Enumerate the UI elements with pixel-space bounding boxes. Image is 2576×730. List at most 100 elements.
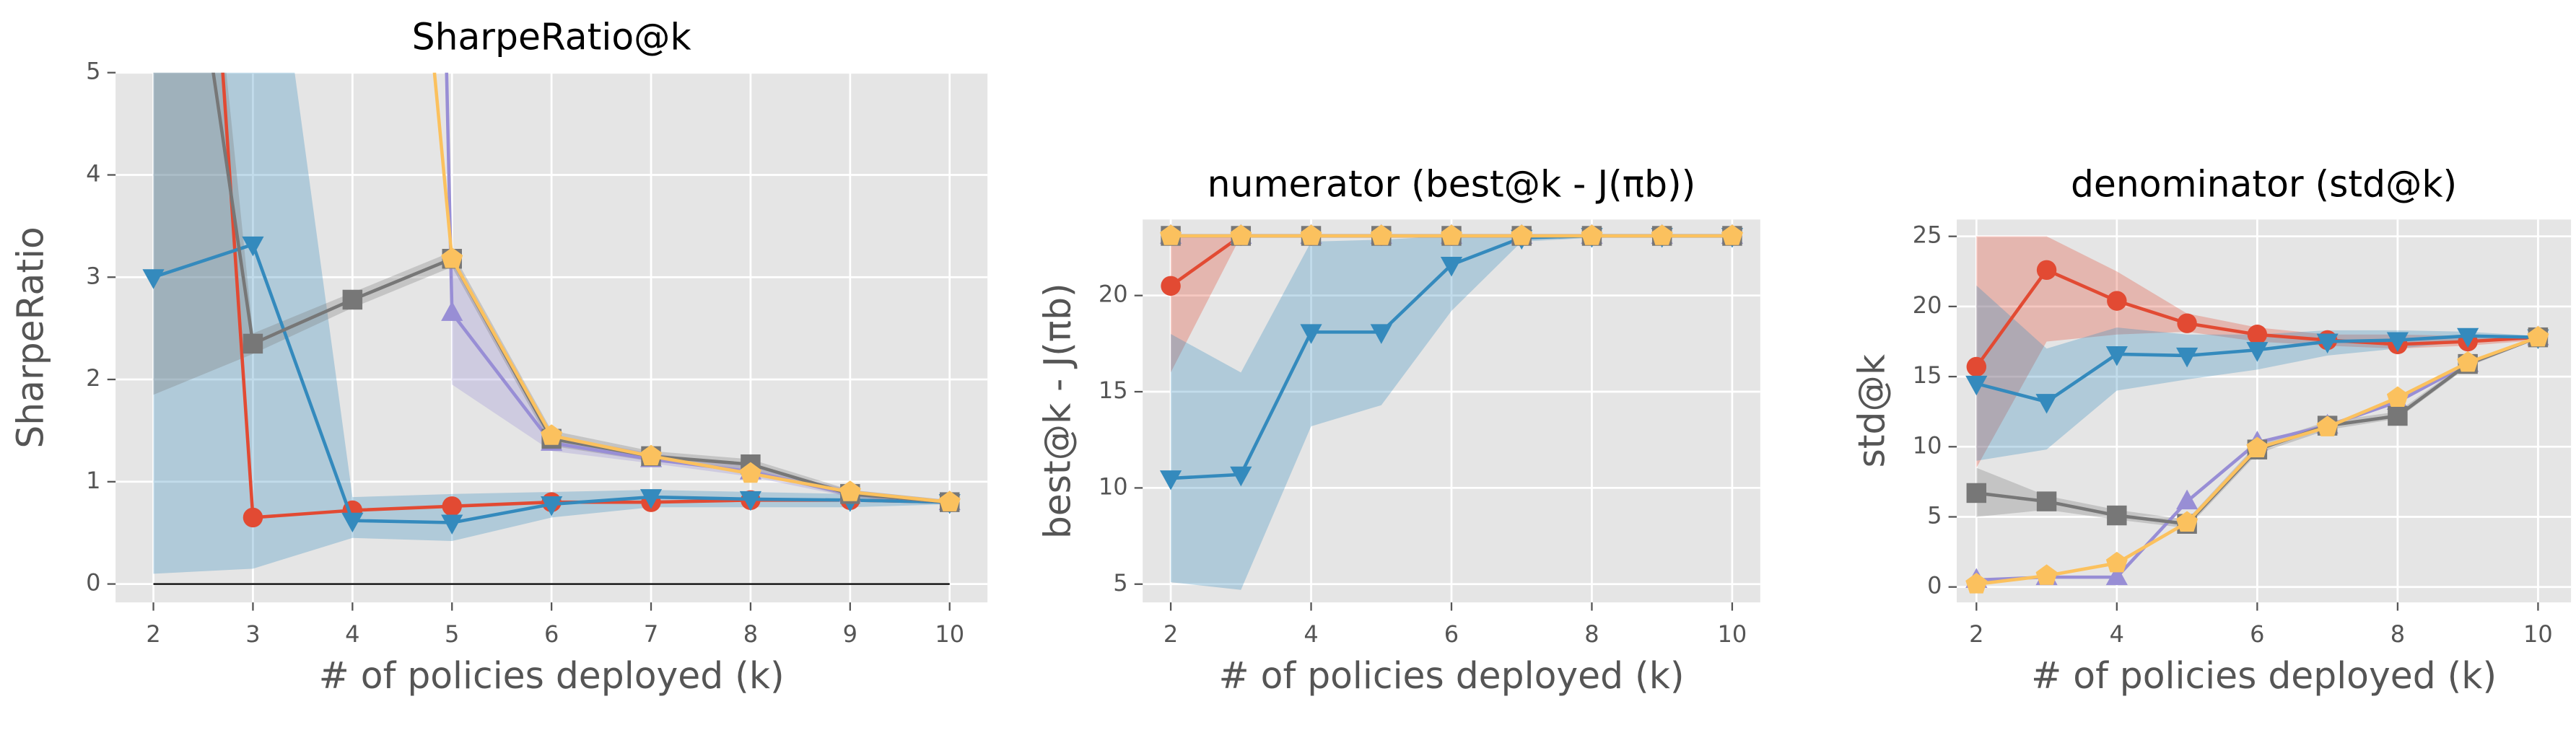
x-axis-label: # of policies deployed (k) <box>319 654 785 697</box>
x-tick-label: 9 <box>843 620 857 648</box>
marker <box>2246 342 2269 362</box>
marker <box>2246 436 2269 458</box>
y-tick-label: 15 <box>1913 361 1942 389</box>
marker <box>2388 405 2408 426</box>
marker <box>441 514 463 535</box>
x-tick-label: 5 <box>445 620 459 648</box>
y-tick-label: 0 <box>1927 572 1942 599</box>
marker <box>1300 224 1322 245</box>
plot-background <box>1957 219 2572 603</box>
marker <box>342 289 363 310</box>
x-tick-label: 8 <box>1584 620 1599 648</box>
y-tick-label: 10 <box>1099 472 1128 500</box>
marker <box>2105 551 2128 573</box>
x-tick-label: 7 <box>644 620 658 648</box>
marker <box>2035 564 2058 585</box>
x-tick-label: 2 <box>146 620 160 648</box>
x-tick-label: 8 <box>743 620 758 648</box>
marker <box>2386 332 2409 353</box>
marker <box>1721 224 1743 245</box>
marker <box>1160 224 1182 245</box>
marker <box>2035 394 2058 414</box>
y-tick-label: 3 <box>86 262 100 289</box>
marker <box>441 301 463 321</box>
y-tick-label: 5 <box>86 58 100 85</box>
error-band <box>1976 285 2538 461</box>
marker <box>2247 325 2268 345</box>
y-tick-label: 4 <box>86 159 100 187</box>
marker <box>2457 351 2479 372</box>
marker <box>1300 324 1322 344</box>
y-axis-label: SharpeRatio <box>9 227 51 449</box>
y-axis-label: best@k - J(πb) <box>1036 283 1079 539</box>
y-tick-label: 20 <box>1913 291 1942 319</box>
x-tick-label: 4 <box>1304 620 1318 648</box>
marker <box>2527 325 2549 347</box>
marker <box>2107 291 2127 311</box>
marker <box>1370 224 1392 245</box>
error-band <box>153 72 950 574</box>
y-tick-label: 5 <box>1113 569 1127 597</box>
x-tick-label: 4 <box>2110 620 2124 648</box>
y-axis-label: std@k <box>1850 354 1892 467</box>
y-tick-label: 1 <box>86 467 100 494</box>
marker <box>1161 276 1181 296</box>
marker <box>938 491 961 511</box>
error-band <box>1976 335 2538 529</box>
x-tick-label: 2 <box>1163 620 1178 648</box>
marker <box>2316 333 2339 353</box>
marker <box>2105 346 2128 366</box>
marker <box>739 491 762 511</box>
chart-title: denominator (std@k) <box>2071 162 2457 205</box>
x-tick-label: 10 <box>935 620 964 648</box>
plot-area <box>142 72 961 585</box>
marker <box>2175 347 2199 368</box>
y-tick-label: 20 <box>1099 281 1128 308</box>
y-tick-label: 15 <box>1099 377 1128 404</box>
marker <box>1966 483 1987 503</box>
marker <box>1965 375 1988 396</box>
marker <box>2457 327 2479 348</box>
plot-area <box>1965 236 2549 594</box>
marker <box>2176 511 2199 532</box>
y-tick-label: 2 <box>86 364 100 392</box>
marker <box>242 236 264 257</box>
marker <box>1370 324 1392 344</box>
marker <box>739 462 761 483</box>
chart-title: numerator (best@k - J(πb)) <box>1208 162 1696 205</box>
y-tick-label: 10 <box>1913 431 1942 459</box>
marker <box>2036 260 2057 281</box>
marker <box>1230 224 1252 245</box>
marker <box>1581 224 1603 245</box>
marker <box>2316 415 2339 436</box>
marker <box>639 489 663 509</box>
x-tick-label: 10 <box>2523 620 2553 648</box>
marker <box>1440 224 1463 245</box>
error-band <box>1171 235 1732 373</box>
x-tick-label: 8 <box>2391 620 2405 648</box>
marker <box>1651 224 1673 245</box>
marker <box>341 512 364 533</box>
x-tick-label: 3 <box>245 620 260 648</box>
y-tick-label: 0 <box>86 569 100 597</box>
marker <box>243 333 263 354</box>
marker <box>442 496 462 516</box>
marker <box>2105 565 2128 586</box>
marker <box>839 480 861 501</box>
x-tick-label: 2 <box>1969 620 1983 648</box>
x-tick-label: 10 <box>1718 620 1747 648</box>
plot-area <box>1159 224 1744 590</box>
marker <box>441 247 463 268</box>
marker <box>1159 470 1182 491</box>
x-axis-label: # of policies deployed (k) <box>1219 654 1685 697</box>
marker <box>243 507 263 528</box>
marker <box>541 424 563 445</box>
marker <box>640 444 663 466</box>
y-tick-label: 25 <box>1913 221 1942 249</box>
x-tick-label: 6 <box>2250 620 2264 648</box>
marker <box>2107 505 2127 526</box>
marker <box>2386 386 2409 408</box>
marker <box>142 269 165 289</box>
